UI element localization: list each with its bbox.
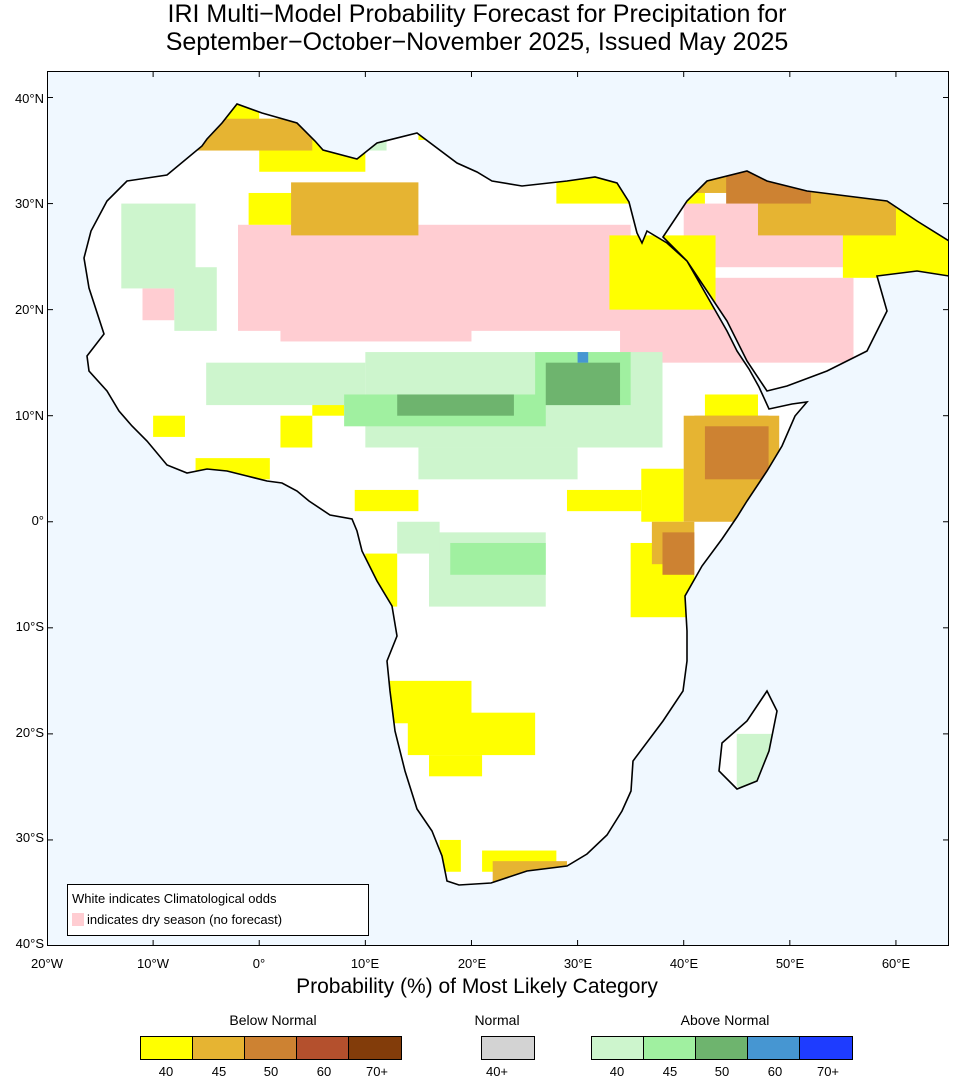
forecast-region-b40-18 [641, 468, 684, 522]
lon-label-40e: 40°E [669, 956, 699, 971]
lat-label-40n: 40°N [14, 91, 44, 106]
lon-label-60e: 60°E [881, 956, 911, 971]
forecast-region-b40-24 [439, 839, 461, 872]
climatology-note: White indicates Climatological odds [72, 891, 277, 906]
above-normal-swatch-4 [800, 1037, 852, 1059]
normal-colorbar [481, 1036, 535, 1060]
forecast-map [47, 71, 949, 946]
below-label-40: 40 [158, 1064, 174, 1079]
lat-label-10n: 10°N [14, 408, 44, 423]
lat-label-40s: 40°S [15, 936, 44, 951]
map-title-line2: September−October−November 2025, Issued … [165, 28, 789, 56]
forecast-region-b40-22 [429, 755, 483, 777]
forecast-region-b40-15 [354, 489, 419, 512]
forecast-region-a40-42 [206, 362, 366, 406]
above-normal-swatch-1 [644, 1037, 696, 1059]
forecast-region-dry-0 [142, 288, 175, 321]
forecast-region-a40-46 [397, 521, 440, 554]
below-normal-swatch-2 [245, 1037, 297, 1059]
lat-label-0: 0° [31, 513, 44, 528]
above-normal-swatch-3 [748, 1037, 800, 1059]
above-normal-colorbar [591, 1036, 853, 1060]
forecast-region-dry-1 [238, 224, 631, 331]
above-label-50: 50 [714, 1064, 730, 1079]
lat-label-10s: 10°S [15, 619, 44, 634]
lon-label-20w: 20°W [31, 956, 63, 971]
lon-label-20e: 20°E [457, 956, 487, 971]
lon-label-10w: 10°W [137, 956, 169, 971]
map-note-box: White indicates Climatological odds indi… [67, 884, 369, 936]
dry-season-swatch [72, 913, 84, 926]
forecast-region-b50-37 [704, 426, 769, 480]
forecast-region-a40-44 [418, 447, 578, 480]
lon-label-50e: 50°E [775, 956, 805, 971]
forecast-region-b40-10 [609, 235, 716, 310]
below-label-60: 60 [316, 1064, 332, 1079]
below-label-50: 50 [263, 1064, 279, 1079]
forecast-region-a45-51 [450, 542, 546, 575]
below-normal-swatch-1 [193, 1037, 245, 1059]
below-normal-swatch-0 [141, 1037, 193, 1059]
below-normal-colorbar [140, 1036, 402, 1060]
above-label-45: 45 [662, 1064, 678, 1079]
forecast-region-b40-12 [153, 415, 185, 437]
lon-label-30e: 30°E [563, 956, 593, 971]
dry-season-note-row: indicates dry season (no forecast) [72, 912, 282, 927]
colorbar-axis-label: Probability (%) of Most Likely Category [296, 975, 658, 998]
map-title-line1: IRI Multi−Model Probability Forecast for… [167, 0, 787, 28]
normal-swatch-0 [482, 1037, 534, 1059]
below-normal-swatch-3 [297, 1037, 349, 1059]
normal-label-40: 40+ [485, 1064, 509, 1079]
forecast-region-b45-28 [291, 182, 419, 236]
forecast-region-a50-54 [545, 362, 621, 406]
lat-label-20n: 20°N [14, 302, 44, 317]
below-label-45: 45 [211, 1064, 227, 1079]
forecast-region-b50-38 [662, 532, 695, 575]
above-normal-swatch-0 [592, 1037, 644, 1059]
above-normal-swatch-2 [696, 1037, 748, 1059]
lon-label-0: 0° [252, 956, 266, 971]
dry-season-note: indicates dry season (no forecast) [87, 912, 283, 927]
lat-label-30s: 30°S [15, 830, 44, 845]
above-label-40: 40 [609, 1064, 625, 1079]
forecast-region-dry-2 [280, 320, 472, 342]
forecast-region-a60-55 [577, 352, 589, 363]
above-label-60: 60 [767, 1064, 783, 1079]
below-label-70: 70+ [365, 1064, 389, 1079]
forecast-region-a40-41 [174, 267, 217, 331]
forecast-region-b40-21 [407, 712, 536, 756]
above-normal-title: Above Normal [680, 1012, 770, 1028]
below-normal-title: Below Normal [229, 1012, 317, 1028]
forecast-region-b40-16 [566, 489, 642, 512]
normal-title: Normal [474, 1012, 520, 1028]
forecast-region-a50-53 [397, 394, 514, 416]
lon-label-10e: 10°E [350, 956, 380, 971]
below-normal-swatch-4 [349, 1037, 401, 1059]
above-label-70: 70+ [816, 1064, 840, 1079]
lat-label-30n: 30°N [14, 196, 44, 211]
forecast-region-b40-14 [280, 415, 313, 448]
lat-label-20s: 20°S [15, 725, 44, 740]
